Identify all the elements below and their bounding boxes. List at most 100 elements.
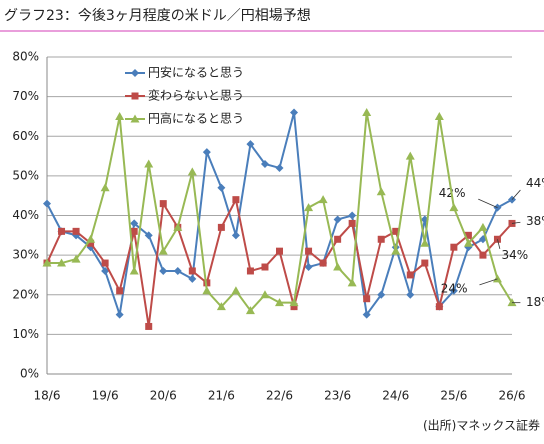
marker	[363, 295, 371, 303]
marker	[159, 200, 167, 208]
marker	[202, 148, 211, 157]
marker	[231, 231, 240, 240]
marker	[145, 322, 153, 330]
marker	[246, 267, 254, 275]
marker	[290, 303, 298, 311]
marker	[406, 290, 415, 299]
marker	[275, 298, 284, 307]
legend-label: 円高になると思う	[148, 111, 244, 126]
marker	[362, 310, 371, 319]
x-tick-label: 26/6	[499, 389, 526, 403]
marker	[129, 266, 139, 275]
marker	[406, 271, 414, 279]
x-tick-label: 22/6	[266, 389, 293, 403]
label-leader	[497, 239, 501, 249]
x-tick-label: 24/6	[382, 389, 409, 403]
marker	[347, 278, 357, 287]
y-tick-label: 10%	[12, 327, 39, 341]
marker	[86, 234, 96, 243]
legend-label: 円安になると思う	[148, 65, 244, 80]
value-label: 34%	[501, 248, 528, 262]
marker	[232, 196, 240, 204]
marker	[391, 246, 401, 255]
value-label: 44%	[526, 176, 544, 190]
marker	[101, 259, 109, 267]
marker	[202, 286, 212, 295]
marker	[289, 298, 299, 307]
marker	[173, 266, 182, 275]
marker	[245, 306, 255, 315]
marker	[115, 111, 125, 120]
marker	[159, 266, 168, 275]
marker	[144, 231, 153, 240]
marker	[348, 219, 356, 227]
y-tick-label: 60%	[12, 129, 39, 143]
marker	[131, 69, 139, 77]
marker	[304, 203, 314, 212]
marker	[57, 258, 67, 267]
marker	[478, 222, 488, 231]
marker	[435, 303, 443, 311]
marker	[217, 183, 226, 192]
marker	[187, 167, 197, 176]
marker	[290, 108, 299, 117]
y-tick-label: 70%	[12, 89, 39, 103]
marker	[217, 223, 225, 231]
x-tick-label: 21/6	[208, 389, 235, 403]
marker	[392, 227, 400, 235]
y-tick-label: 30%	[12, 248, 39, 262]
marker	[260, 159, 269, 168]
marker	[275, 163, 284, 172]
marker	[333, 215, 342, 224]
marker	[333, 262, 343, 271]
marker	[72, 227, 80, 235]
marker	[43, 199, 51, 208]
marker	[158, 246, 168, 255]
x-tick-label: 25/6	[440, 389, 467, 403]
marker	[144, 159, 154, 168]
value-label: 38%	[526, 214, 544, 228]
marker	[131, 92, 139, 100]
x-tick-label: 20/6	[150, 389, 177, 403]
label-leader	[479, 278, 498, 286]
y-tick-label: 40%	[12, 208, 39, 222]
marker	[318, 195, 328, 204]
marker	[116, 287, 124, 295]
x-tick-label: 19/6	[92, 389, 119, 403]
marker	[260, 290, 270, 299]
marker	[246, 140, 255, 149]
marker	[434, 111, 444, 120]
x-tick-label: 18/6	[34, 389, 61, 403]
label-leader	[478, 198, 498, 208]
marker	[130, 114, 140, 123]
marker	[449, 203, 459, 212]
marker	[188, 274, 197, 283]
label-leader	[511, 189, 521, 200]
marker	[507, 298, 517, 307]
marker	[42, 258, 52, 267]
label-leader	[511, 221, 521, 224]
marker	[463, 238, 473, 247]
y-tick-label: 20%	[12, 287, 39, 301]
y-tick-label: 50%	[12, 168, 39, 182]
marker	[348, 211, 357, 220]
marker	[334, 235, 342, 243]
marker	[405, 151, 415, 160]
marker	[87, 239, 95, 247]
marker	[71, 254, 81, 263]
source: (出所)マネックス証券	[423, 418, 540, 433]
marker	[479, 251, 487, 259]
marker	[58, 227, 66, 235]
marker	[449, 286, 458, 295]
marker	[377, 290, 386, 299]
marker	[130, 219, 139, 228]
marker	[276, 247, 283, 255]
x-tick-label: 23/6	[324, 389, 351, 403]
marker	[376, 187, 386, 196]
marker	[130, 227, 138, 235]
marker	[362, 107, 372, 116]
marker	[115, 310, 124, 319]
chart-title: グラフ23：今後3ヶ月程度の米ドル／円相場予想	[4, 8, 311, 24]
y-tick-label: 0%	[20, 367, 39, 381]
